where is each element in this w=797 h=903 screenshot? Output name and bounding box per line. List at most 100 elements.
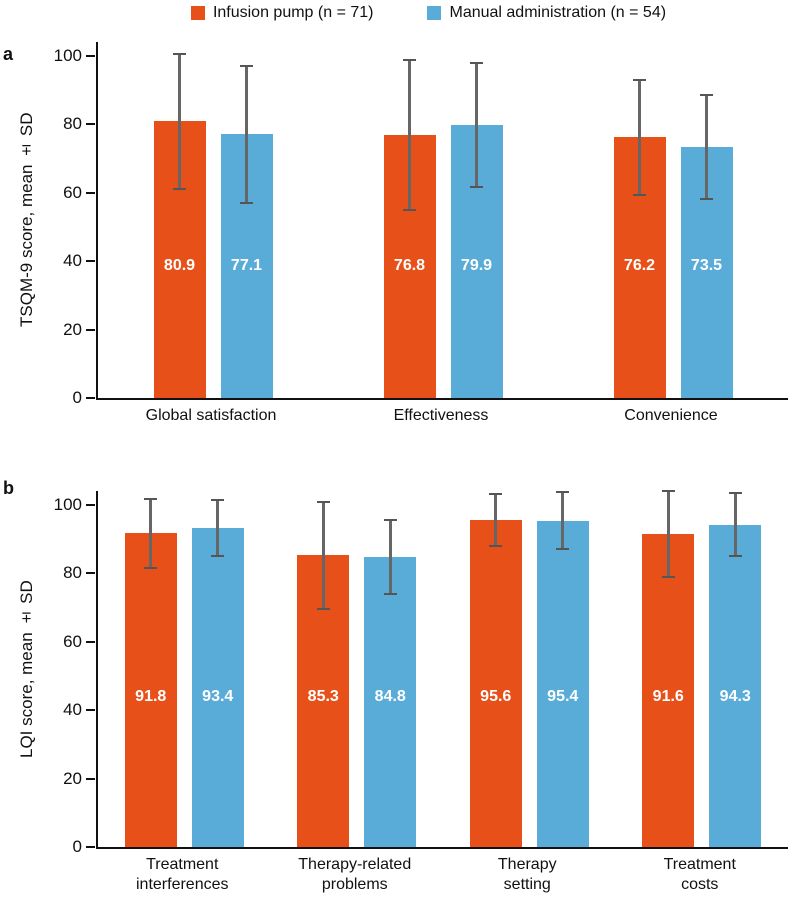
error-bar-cap — [489, 545, 503, 548]
bar-value-label: 94.3 — [719, 688, 751, 705]
error-bar-cap — [144, 497, 158, 500]
bar-value-label: 76.8 — [393, 257, 426, 274]
error-bar — [638, 80, 641, 195]
error-bar-cap — [173, 187, 186, 190]
y-tick-label: 80 — [63, 114, 82, 134]
error-bar-cap — [144, 566, 158, 569]
error-bar-cap — [211, 498, 225, 501]
plot-area-b: 91.8 93.4 85.3 84.8 95.6 95.4 91.6 94.3 — [96, 489, 788, 849]
category-label: Effectiveness — [393, 407, 489, 424]
bar-value-label: 91.6 — [652, 688, 684, 705]
bar-value-label: 85.3 — [307, 688, 339, 705]
bar-value-label: 80.9 — [163, 257, 196, 274]
panel-b: b LQI score, mean ± SD 0 20 40 60 80 100 91.8… — [0, 450, 797, 903]
error-bar — [475, 62, 478, 187]
y-tick-label: 40 — [63, 700, 82, 720]
y-tick-mark — [86, 328, 95, 331]
error-bar-cap — [556, 548, 570, 551]
error-bar — [494, 493, 498, 547]
bar-value-label: 95.4 — [547, 688, 579, 705]
bar-value-label: 77.1 — [230, 257, 263, 274]
y-tick-mark — [86, 846, 95, 848]
bar-value-label: 84.8 — [374, 688, 406, 705]
error-bar — [245, 65, 248, 203]
bar-value-label: 93.4 — [202, 688, 234, 705]
bar-value-label: 73.5 — [690, 257, 723, 274]
category-label: Global satisfaction — [145, 407, 277, 424]
error-bar-cap — [470, 61, 483, 64]
error-bar-cap — [211, 554, 225, 557]
error-bar-cap — [316, 607, 330, 610]
y-tick-label: 60 — [63, 182, 82, 202]
error-bar — [666, 490, 670, 577]
y-tick-label: 60 — [63, 631, 82, 651]
error-bar-cap — [700, 93, 713, 96]
error-bar — [408, 60, 411, 211]
y-tick-label: 0 — [72, 388, 82, 407]
category-label: Treatment interferences — [136, 856, 229, 893]
plot-area-a: 80.9 77.1 76.8 79.9 76.2 73.5 — [96, 42, 788, 400]
error-bar-cap — [489, 492, 503, 495]
error-bar — [388, 519, 392, 595]
panel-a: a TSQM-9 score, mean ± SD 0 20 40 60 80 100 8… — [0, 28, 797, 442]
y-tick-label: 0 — [72, 837, 82, 856]
error-bar — [321, 501, 325, 609]
bar-value-label: 76.2 — [623, 257, 656, 274]
bar-value-label: 95.6 — [480, 688, 512, 705]
bar-value-label: 79.9 — [460, 257, 493, 274]
error-bar-cap — [633, 193, 646, 196]
error-bar-cap — [383, 518, 397, 521]
y-tick-mark — [86, 709, 95, 712]
y-axis-a: 0 20 40 60 80 100 — [0, 42, 96, 407]
error-bar-cap — [470, 185, 483, 188]
error-bar-cap — [383, 593, 397, 596]
panel-letter-a: a — [3, 44, 14, 64]
bar — [191, 527, 244, 847]
error-bar-cap — [403, 59, 416, 62]
bar — [124, 533, 177, 847]
error-bar — [705, 94, 708, 199]
y-tick-mark — [86, 504, 95, 506]
category-label: Convenience — [624, 407, 718, 424]
y-tick-mark — [86, 260, 95, 263]
blue-square-icon — [427, 6, 442, 20]
legend-item-manual-administration: Manual administration (n = 54) — [427, 4, 666, 22]
y-tick-mark — [86, 777, 95, 780]
error-bar — [561, 492, 565, 550]
y-tick-label: 80 — [63, 563, 82, 583]
legend: Infusion pump (n = 71) Manual administra… — [0, 0, 797, 26]
category-label: Therapy-related problems — [298, 856, 412, 893]
legend-label-infusion-pump: Infusion pump (n = 71) — [212, 4, 374, 21]
y-tick-label: 100 — [53, 46, 82, 65]
y-tick-mark — [86, 397, 95, 399]
category-label: Treatment costs — [663, 856, 736, 893]
x-axis-b: Treatment interferences Therapy-related p… — [0, 855, 797, 901]
error-bar-cap — [661, 575, 675, 578]
y-tick-label: 40 — [63, 251, 82, 271]
bar — [642, 533, 695, 847]
error-bar — [178, 53, 181, 189]
bar — [709, 524, 762, 847]
y-tick-mark — [86, 55, 95, 57]
error-bar-cap — [661, 489, 675, 492]
y-axis-b: 0 20 40 60 80 100 — [0, 491, 96, 856]
y-tick-mark — [86, 123, 95, 126]
error-bar-cap — [700, 197, 713, 200]
error-bar-cap — [240, 201, 253, 204]
error-bar — [216, 499, 220, 556]
error-bar-cap — [173, 52, 186, 55]
error-bar-cap — [240, 64, 253, 67]
y-tick-mark — [86, 640, 95, 643]
error-bar — [733, 493, 737, 556]
error-bar — [149, 498, 153, 568]
x-axis-a: Global satisfaction Effectiveness Convenie… — [0, 406, 797, 432]
bar — [364, 556, 417, 847]
bar-value-label: 91.8 — [135, 688, 167, 705]
error-bar-cap — [316, 500, 330, 503]
error-bar-cap — [633, 79, 646, 82]
bar — [469, 520, 522, 847]
panel-letter-b: b — [3, 478, 14, 498]
error-bar-cap — [728, 492, 742, 495]
y-tick-label: 20 — [63, 768, 82, 788]
